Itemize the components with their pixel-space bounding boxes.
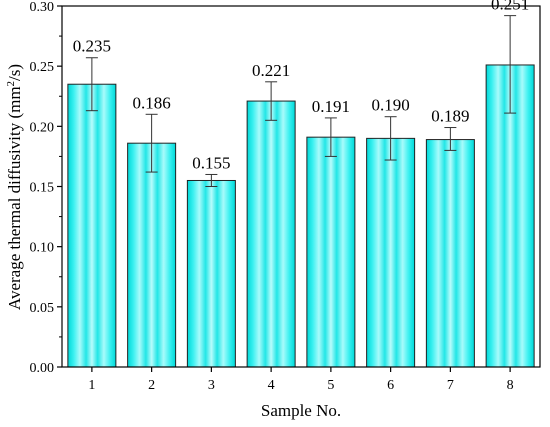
y-axis-label-superscript: 2	[5, 81, 17, 87]
bar-3	[186, 179, 236, 368]
y-tick-label: 0.15	[30, 181, 55, 196]
bar-4	[246, 100, 296, 368]
data-labels-layer: 0.235 0.186 0.155 0.221 0.191 0.190 0.189 0.251	[73, 0, 530, 172]
bar-8	[485, 64, 535, 368]
data-label-1: 0.235	[73, 37, 111, 56]
x-tick-label-5: 5	[327, 378, 334, 393]
y-tick-label: 0.10	[30, 241, 55, 256]
x-axis-label: Sample No.	[261, 401, 341, 420]
data-label-6: 0.190	[372, 96, 410, 115]
data-label-3: 0.155	[192, 153, 230, 172]
y-axis: 0.00 0.05 0.10 0.15 0.20 0.25 0.30	[30, 0, 62, 376]
y-axis-label-tail: /s)	[5, 64, 24, 81]
x-tick-label-3: 3	[208, 378, 215, 393]
x-tick-label-6: 6	[387, 378, 394, 393]
error-bar-4	[265, 81, 278, 121]
data-label-5: 0.191	[312, 97, 350, 116]
y-tick-label: 0.30	[30, 0, 55, 15]
error-bar-7	[444, 127, 457, 151]
error-bar-1	[85, 57, 98, 112]
error-bars-layer	[85, 15, 517, 187]
y-axis-label-main: Average thermal diffusivity (mm	[5, 86, 24, 310]
bar-5	[306, 136, 356, 368]
x-axis: 1 2 3 4 5 6 7 8	[88, 367, 514, 393]
data-label-2: 0.186	[133, 93, 171, 112]
y-tick-label: 0.20	[30, 120, 55, 135]
x-tick-label-2: 2	[148, 378, 155, 393]
error-bar-2	[145, 113, 158, 173]
x-tick-label-4: 4	[268, 378, 275, 393]
bars-layer	[67, 64, 535, 368]
data-label-4: 0.221	[252, 61, 290, 80]
x-tick-label-7: 7	[447, 378, 454, 393]
bar-2	[127, 142, 177, 368]
error-bar-3	[205, 173, 218, 187]
error-bar-6	[384, 116, 397, 161]
y-tick-label: 0.00	[30, 361, 55, 376]
x-tick-label-1: 1	[88, 378, 95, 393]
y-axis-label: Average thermal diffusivity (mm2/s)	[5, 64, 24, 310]
bar-6	[366, 137, 416, 368]
x-tick-label-8: 8	[507, 378, 514, 393]
data-label-7: 0.189	[431, 107, 469, 126]
bar-1	[67, 83, 117, 368]
error-bar-8	[504, 15, 517, 114]
data-label-8: 0.251	[491, 0, 529, 14]
y-tick-label: 0.25	[30, 60, 55, 75]
bar-7	[425, 139, 475, 368]
y-tick-label: 0.05	[30, 301, 55, 316]
error-bar-5	[324, 117, 337, 157]
